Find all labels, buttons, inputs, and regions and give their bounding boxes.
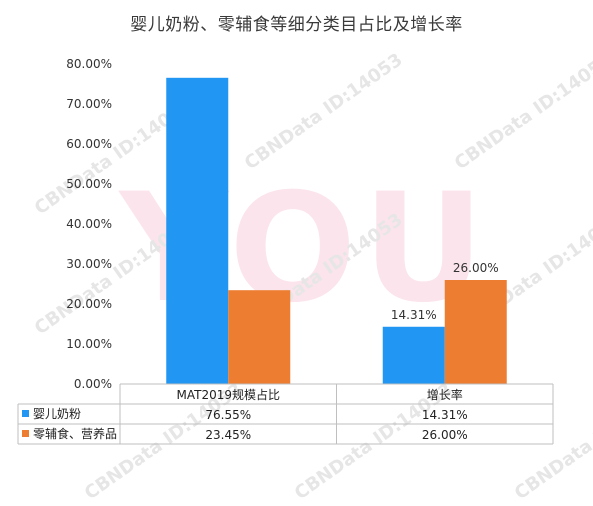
table-cell: 26.00%	[422, 428, 468, 442]
table-cell: 23.45%	[205, 428, 251, 442]
y-tick-label: 80.00%	[66, 57, 112, 71]
y-tick-label: 30.00%	[66, 257, 112, 271]
legend-swatch	[22, 430, 29, 437]
y-tick-label: 60.00%	[66, 137, 112, 151]
category-label: MAT2019规模占比	[176, 387, 280, 402]
watermark-text: CBNData ID:14053	[511, 379, 593, 504]
data-label: 26.00%	[453, 261, 499, 275]
legend-label: 零辅食、营养品	[33, 426, 117, 441]
table-cell: 76.55%	[205, 408, 251, 422]
bar	[444, 280, 507, 384]
y-tick-label: 70.00%	[66, 97, 112, 111]
watermark-text: CBNData ID:14053	[451, 49, 593, 174]
chart-title: 婴儿奶粉、零辅食等细分类目占比及增长率	[130, 15, 463, 35]
category-label: 增长率	[427, 387, 463, 402]
y-tick-label: 0.00%	[74, 377, 112, 391]
legend-swatch	[22, 410, 29, 417]
y-tick-label: 10.00%	[66, 337, 112, 351]
watermark-text: CBNData ID:14053	[241, 49, 407, 174]
data-label: 14.31%	[391, 308, 437, 322]
table-cell: 14.31%	[422, 408, 468, 422]
bar	[166, 77, 229, 385]
y-tick-label: 40.00%	[66, 217, 112, 231]
legend-label: 婴儿奶粉	[33, 407, 81, 421]
y-tick-label: 20.00%	[66, 297, 112, 311]
y-tick-label: 50.00%	[66, 177, 112, 191]
bar	[228, 290, 291, 384]
bar	[382, 326, 445, 384]
